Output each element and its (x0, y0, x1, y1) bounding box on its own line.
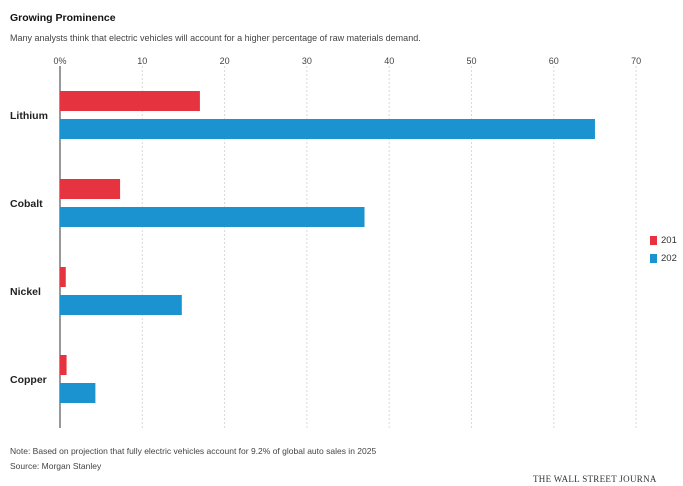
x-tick-label: 10 (137, 56, 147, 66)
bar (60, 267, 66, 287)
chart-title: Growing Prominence (10, 12, 116, 24)
bar (60, 91, 200, 111)
bar (60, 179, 121, 199)
x-tick-label: 20 (220, 56, 230, 66)
legend-swatch-first (650, 235, 657, 245)
x-tick-label: 60 (549, 56, 559, 66)
bar (60, 355, 67, 375)
bar (60, 119, 595, 139)
x-tick-label: 70 (631, 56, 641, 66)
publisher-logo: THE WALL STREET JOURNA (533, 474, 657, 484)
legend-swatch-second (650, 253, 657, 263)
legend-item-second: 202 (650, 249, 677, 267)
category-label: Copper (10, 374, 47, 386)
bar-chart: 0% 10 20 30 40 50 60 70 Lithium Cobalt Nickel Coppe… (10, 56, 641, 428)
bar (60, 383, 96, 403)
x-tick-label: 30 (302, 56, 312, 66)
source-line: Source: Morgan Stanley (10, 461, 102, 471)
x-tick-label: 40 (384, 56, 394, 66)
legend-label-first: 201 (661, 234, 677, 246)
category-label: Nickel (10, 286, 41, 298)
x-tick-label: 50 (466, 56, 476, 66)
bar (60, 295, 182, 315)
legend-label-second: 202 (661, 252, 677, 264)
category-label: Lithium (10, 110, 48, 122)
category-label: Cobalt (10, 198, 43, 210)
legend-item-first: 201 (650, 231, 677, 249)
footnote: Note: Based on projection that fully ele… (10, 446, 377, 456)
x-tick-label: 0% (53, 56, 66, 66)
chart-subtitle: Many analysts think that electric vehicl… (10, 33, 421, 43)
chart-legend: 201 202 (650, 231, 677, 267)
bar (60, 207, 365, 227)
